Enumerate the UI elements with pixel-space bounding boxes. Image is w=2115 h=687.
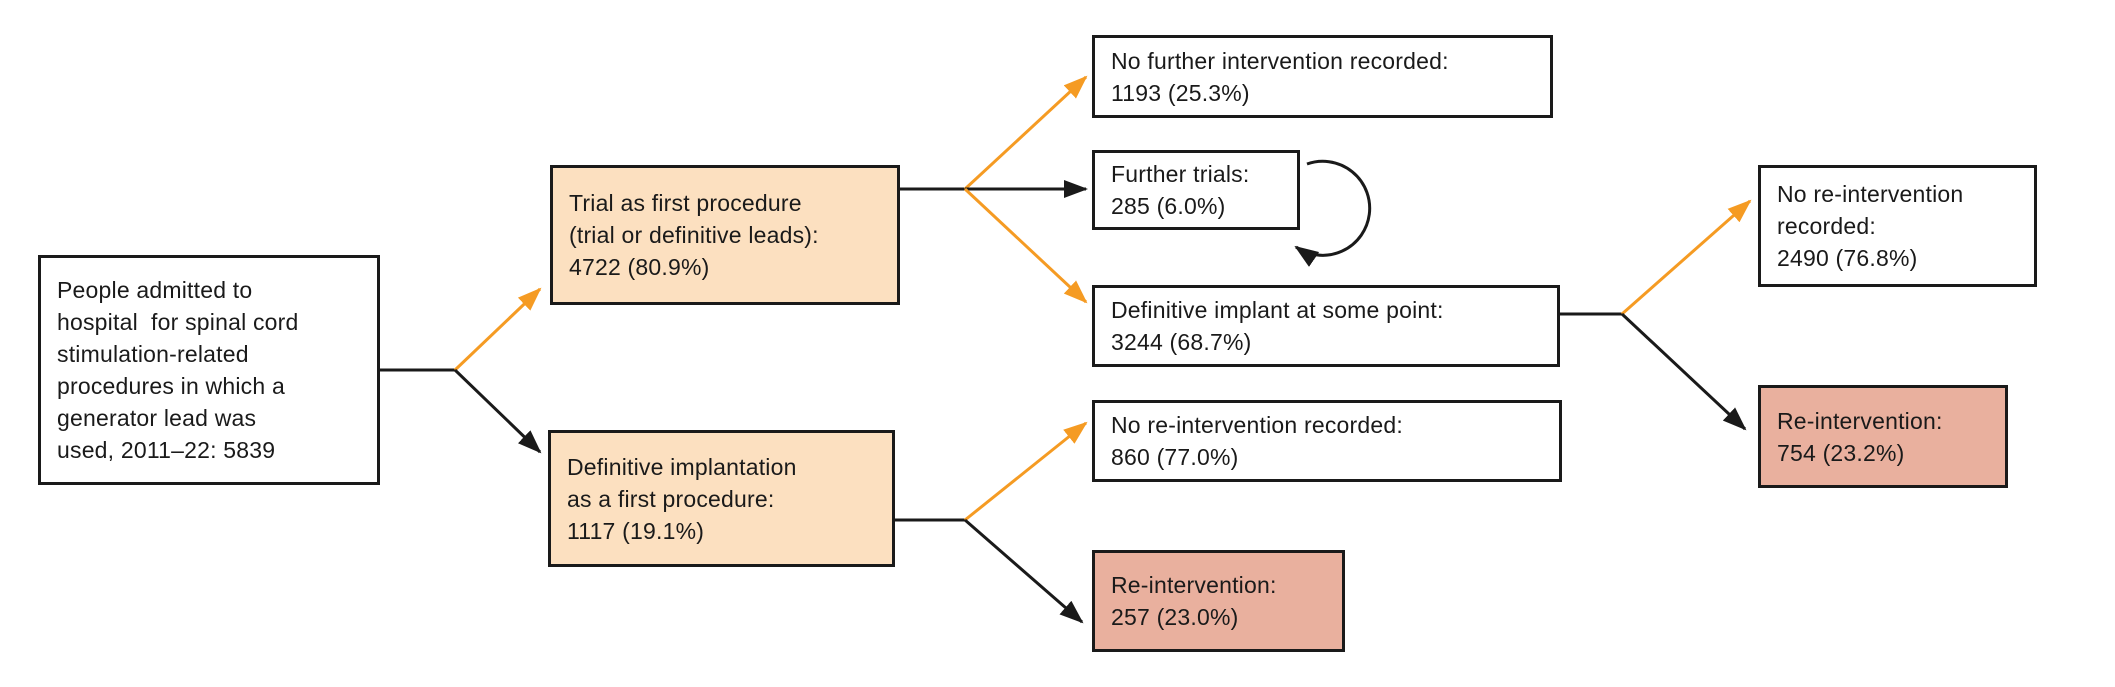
edge-definitive-some-point-to-no-reint-right [1621, 199, 1752, 316]
node-further-trials-text: Further trials: 285 (6.0%) [1111, 161, 1250, 219]
node-definitive-implant-some-point: Definitive implant at some point: 3244 (… [1092, 285, 1560, 367]
node-definitive-first-text: Definitive implantation as a first proce… [567, 453, 797, 544]
node-no-further-intervention: No further intervention recorded: 1193 (… [1092, 35, 1553, 118]
node-trial-first-procedure: Trial as first procedure (trial or defin… [550, 165, 900, 305]
edge-root-to-definitive-first [453, 368, 542, 454]
edge-definitive-some-point-to-reint-right [1620, 312, 1747, 431]
edge-further-trials-self-loop [1294, 159, 1372, 267]
node-no-reintervention-after-implant: No re-intervention recorded: 2490 (76.8%… [1758, 165, 2037, 287]
node-no-reintervention-after-definitive-first: No re-intervention recorded: 860 (77.0%) [1092, 400, 1562, 482]
node-no-further-text: No further intervention recorded: 1193 (… [1111, 47, 1449, 106]
node-reint-mid-text: Re-intervention: 257 (23.0%) [1111, 572, 1277, 630]
node-further-trials: Further trials: 285 (6.0%) [1092, 150, 1300, 230]
node-definitive-first-procedure: Definitive implantation as a first proce… [548, 430, 895, 567]
edge-definitive-first-to-no-reint-mid [964, 421, 1088, 522]
node-no-reint-right-text: No re-intervention recorded: 2490 (76.8%… [1777, 181, 1964, 271]
node-reint-right-text: Re-intervention: 754 (23.2%) [1777, 407, 1943, 466]
edge-trial-to-definitive-some-point [963, 187, 1088, 304]
node-trial-first-text: Trial as first procedure (trial or defin… [569, 190, 819, 280]
edge-trial-to-no-further [963, 75, 1088, 191]
edge-definitive-first-to-reint-mid [964, 518, 1084, 624]
node-no-reint-mid-text: No re-intervention recorded: 860 (77.0%) [1111, 412, 1403, 470]
node-definitive-some-point-text: Definitive implant at some point: 3244 (… [1111, 297, 1444, 355]
node-root-text: People admitted to hospital for spinal c… [57, 277, 299, 463]
node-root-population: People admitted to hospital for spinal c… [38, 255, 380, 485]
edge-root-to-trial-first [453, 287, 542, 372]
node-reintervention-after-implant: Re-intervention: 754 (23.2%) [1758, 385, 2008, 488]
node-reintervention-after-definitive-first: Re-intervention: 257 (23.0%) [1092, 550, 1345, 652]
